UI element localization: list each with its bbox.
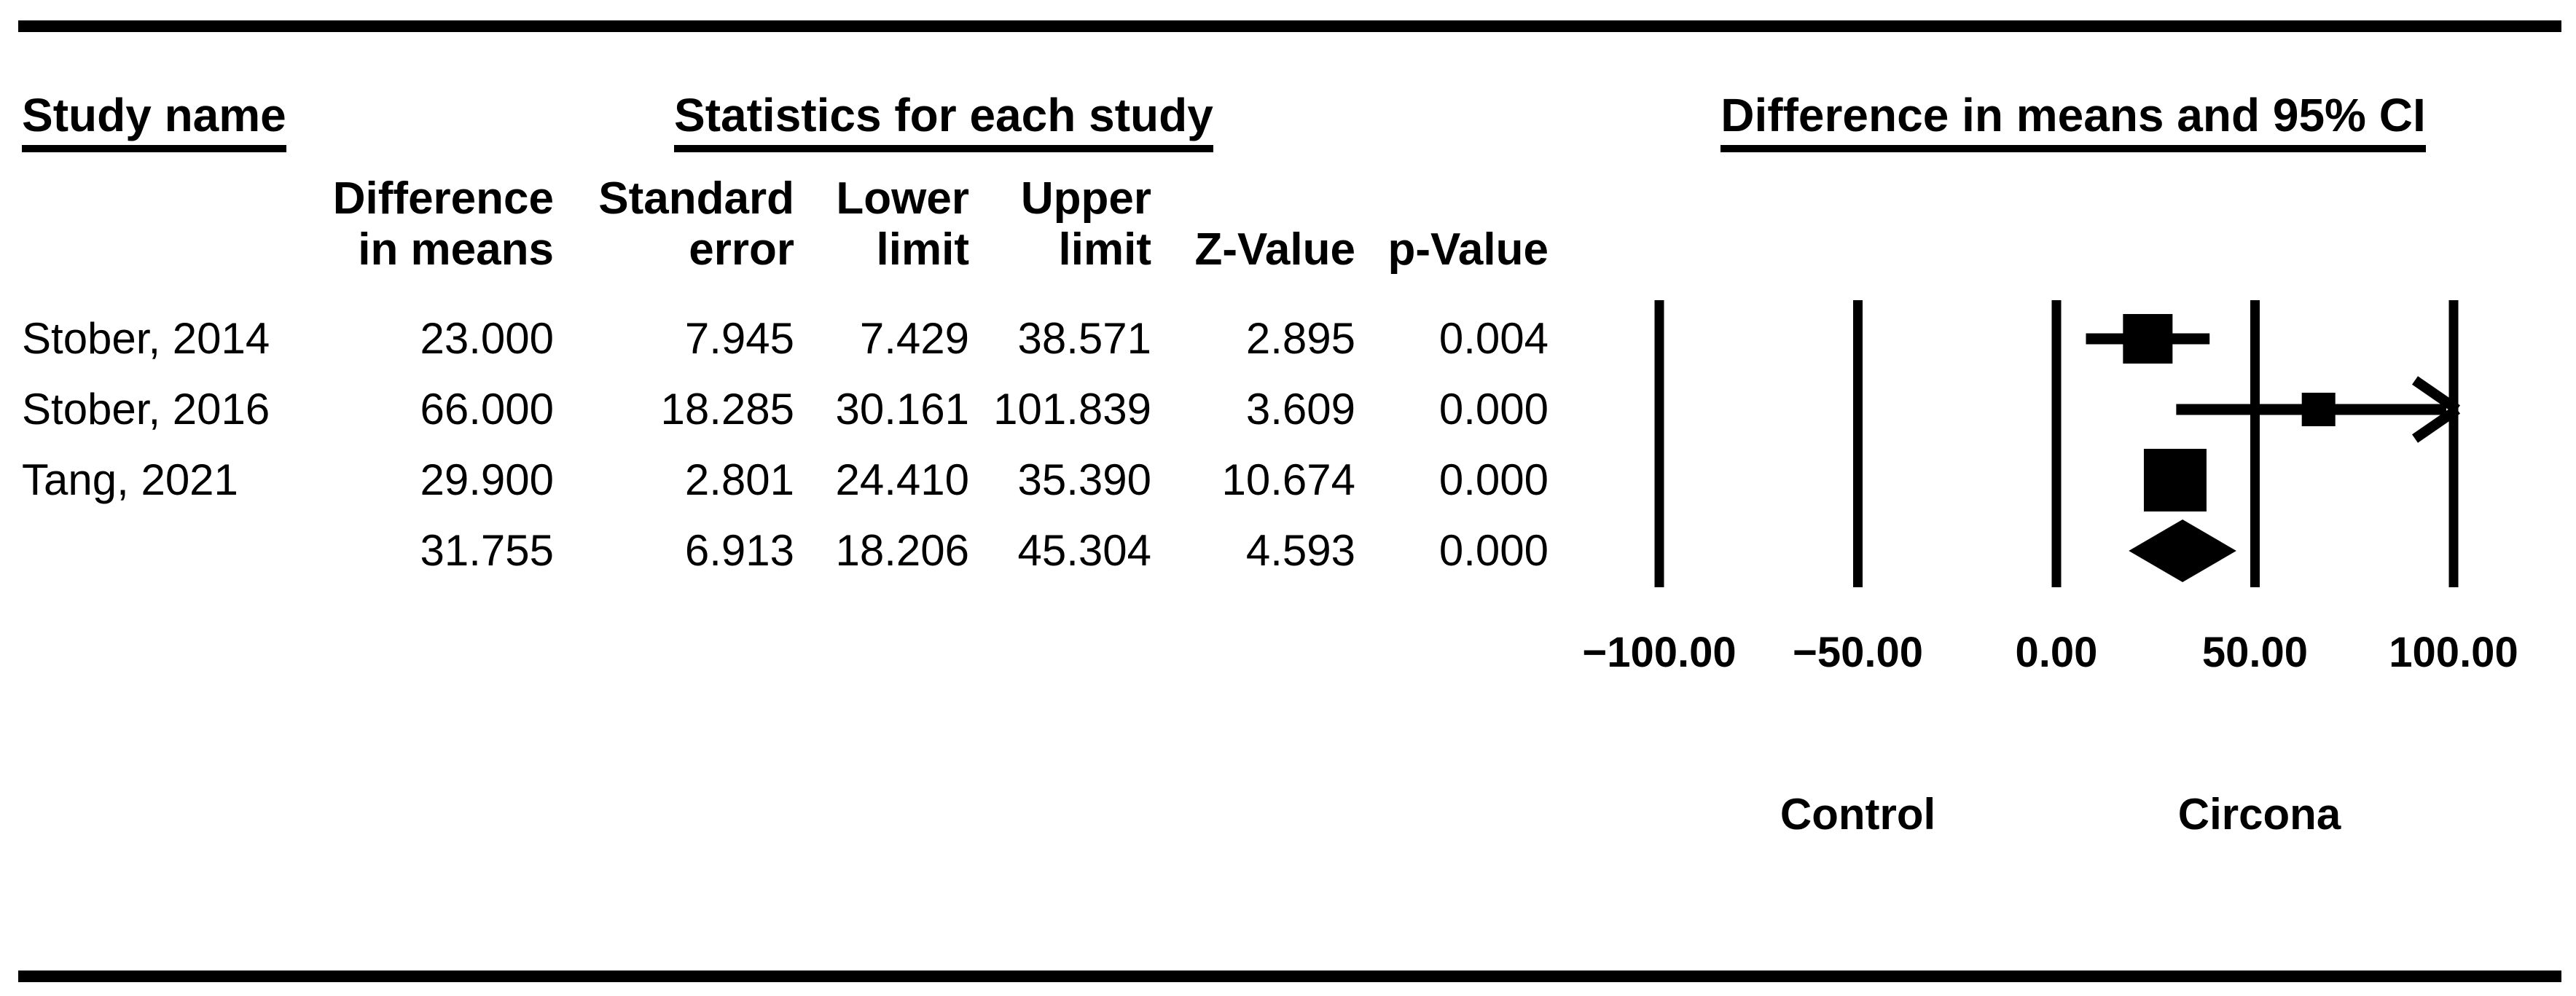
left-group-label: Control	[1780, 790, 1935, 839]
se-cell: 6.913	[684, 526, 794, 575]
col-header-standard-error: Standard error	[481, 166, 794, 275]
se-cell: 2.801	[684, 455, 794, 504]
p-cell: 0.000	[1438, 455, 1549, 504]
study-name-header-text: Study name	[22, 92, 286, 152]
stats-section-header-text: Statistics for each study	[674, 92, 1213, 152]
col-header-z-value: Z-Value	[1042, 166, 1355, 275]
diff-cell: 23.000	[420, 314, 554, 363]
upper-cell: 101.839	[993, 385, 1151, 434]
se-cell: 18.285	[660, 385, 794, 434]
axis-tick-label: −50.00	[1793, 629, 1923, 676]
upper-cell: 35.390	[1017, 455, 1151, 504]
diff-cell: 29.900	[420, 455, 554, 504]
col-header-line: in means	[358, 224, 554, 275]
z-cell: 10.674	[1221, 455, 1355, 504]
col-header-line: error	[689, 224, 794, 275]
col-header-line: Difference	[332, 173, 554, 224]
col-header-lower-limit: Lower limit	[656, 166, 969, 275]
col-header-line: Lower	[836, 173, 969, 224]
effect-square	[2123, 314, 2173, 364]
col-header-upper-limit: Upper limit	[838, 166, 1151, 275]
plot-section-header: Difference in means and 95% CI	[1720, 92, 2427, 152]
col-header-line: Standard	[598, 173, 794, 224]
col-header-line: Upper	[1020, 173, 1151, 224]
col-header-line: limit	[1058, 224, 1151, 275]
study-name-cell: Stober, 2016	[22, 385, 270, 434]
axis-tick-label: −100.00	[1582, 629, 1736, 676]
z-cell: 3.609	[1245, 385, 1355, 434]
p-cell: 0.000	[1438, 385, 1549, 434]
ci-arrowhead	[2412, 405, 2460, 443]
study-name-header: Study name	[22, 92, 286, 152]
effect-square	[2301, 393, 2336, 426]
forest-plot: −100.00 −50.00 0.00 50.00 100.00 Control Circo…	[1582, 300, 2518, 839]
study-name-cell: Stober, 2014	[22, 314, 270, 363]
col-header-line: p-Value	[1387, 224, 1549, 275]
lower-cell: 24.410	[835, 455, 969, 504]
effect-square	[2143, 449, 2207, 511]
top-rule	[18, 20, 2561, 32]
stats-section-header: Statistics for each study	[674, 92, 1213, 152]
lower-cell: 30.161	[835, 385, 969, 434]
diff-cell: 66.000	[420, 385, 554, 434]
study-name-cell: Tang, 2021	[22, 455, 238, 504]
z-cell: 4.593	[1245, 526, 1355, 575]
diff-cell: 31.755	[420, 526, 554, 575]
plot-section-header-text: Difference in means and 95% CI	[1720, 92, 2426, 152]
lower-cell: 18.206	[835, 526, 969, 575]
upper-cell: 45.304	[1017, 526, 1151, 575]
upper-cell: 38.571	[1017, 314, 1151, 363]
z-cell: 2.895	[1245, 314, 1355, 363]
col-header-p-value: p-Value	[1235, 166, 1549, 275]
col-header-line: Z-Value	[1194, 224, 1355, 275]
axis-tick-label: 50.00	[2202, 629, 2308, 676]
p-cell: 0.000	[1438, 526, 1549, 575]
axis-tick-label: 0.00	[2016, 629, 2098, 676]
se-cell: 7.945	[684, 314, 794, 363]
bottom-rule	[18, 970, 2561, 982]
right-group-label: Circona	[2178, 790, 2341, 839]
pooled-diamond	[2129, 519, 2236, 582]
p-cell: 0.004	[1438, 314, 1549, 363]
lower-cell: 7.429	[859, 314, 969, 363]
ci-arrowhead	[2412, 376, 2460, 414]
col-header-difference-in-means: Difference in means	[240, 166, 554, 275]
col-header-line: limit	[876, 224, 969, 275]
axis-tick-label: 100.00	[2389, 629, 2518, 676]
